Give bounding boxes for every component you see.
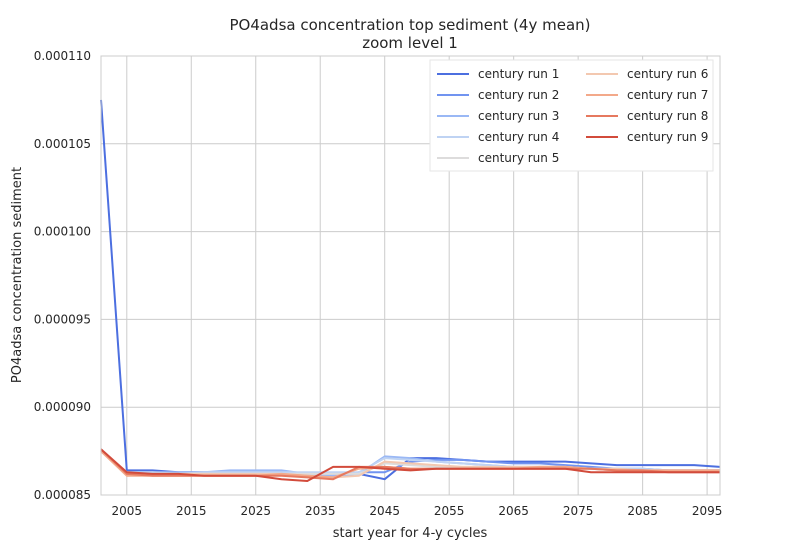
legend-label-7: century run 7 [627,88,708,102]
x-tick-label: 2055 [434,504,465,518]
x-tick-label: 2045 [369,504,400,518]
legend-label-6: century run 6 [627,67,708,81]
chart-subtitle: zoom level 1 [362,34,458,52]
y-axis-label: PO4adsa concentration sediment [10,167,25,383]
x-tick-label: 2005 [112,504,143,518]
y-tick-label: 0.000105 [34,137,91,151]
x-tick-label: 2025 [240,504,271,518]
x-tick-label: 2095 [692,504,723,518]
legend-label-5: century run 5 [478,151,559,165]
x-tick-label: 2035 [305,504,336,518]
y-tick-label: 0.000090 [34,400,91,414]
plot-frame [100,55,721,496]
series-line-9 [100,448,720,482]
x-tick-label: 2075 [563,504,594,518]
x-axis-label: start year for 4-y cycles [333,526,488,541]
legend-label-2: century run 2 [478,88,559,102]
legend-label-1: century run 1 [478,67,559,81]
y-tick-labels: 0.000085 0.000090 0.000095 0.000100 0.000105… [34,49,91,502]
legend-label-9: century run 9 [627,130,708,144]
legend-label-4: century run 4 [478,130,559,144]
legend-label-8: century run 8 [627,109,708,123]
x-tick-label: 2085 [627,504,658,518]
legend-box [429,59,714,172]
y-tick-label: 0.000110 [34,49,91,63]
legend: century run 1 century run 2 century run 3 c… [429,59,714,172]
legend-label-3: century run 3 [478,109,559,123]
y-tick-label: 0.000100 [34,225,91,239]
x-tick-labels: 2005 2015 2025 2035 2045 2055 2065 2075 2085 2095 [112,504,723,518]
x-tick-label: 2015 [176,504,207,518]
y-tick-label: 0.000095 [34,312,91,326]
series-lines [100,99,721,482]
chart-title: PO4adsa concentration top sediment (4y m… [229,16,590,34]
y-tick-label: 0.000085 [34,488,91,502]
series-line-6 [100,450,720,479]
x-tick-label: 2065 [498,504,529,518]
